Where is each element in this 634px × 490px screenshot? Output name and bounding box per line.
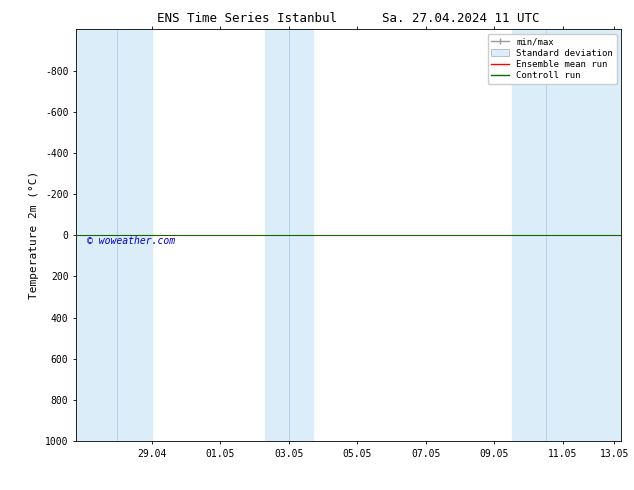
Text: © woweather.com: © woweather.com bbox=[87, 236, 175, 246]
Y-axis label: Temperature 2m (°C): Temperature 2m (°C) bbox=[29, 171, 39, 299]
Bar bbox=[512, 29, 621, 441]
Title: ENS Time Series Istanbul      Sa. 27.04.2024 11 UTC: ENS Time Series Istanbul Sa. 27.04.2024 … bbox=[157, 12, 540, 25]
Bar bbox=[264, 29, 313, 441]
Bar bbox=[76, 29, 152, 441]
Legend: min/max, Standard deviation, Ensemble mean run, Controll run: min/max, Standard deviation, Ensemble me… bbox=[488, 34, 617, 84]
